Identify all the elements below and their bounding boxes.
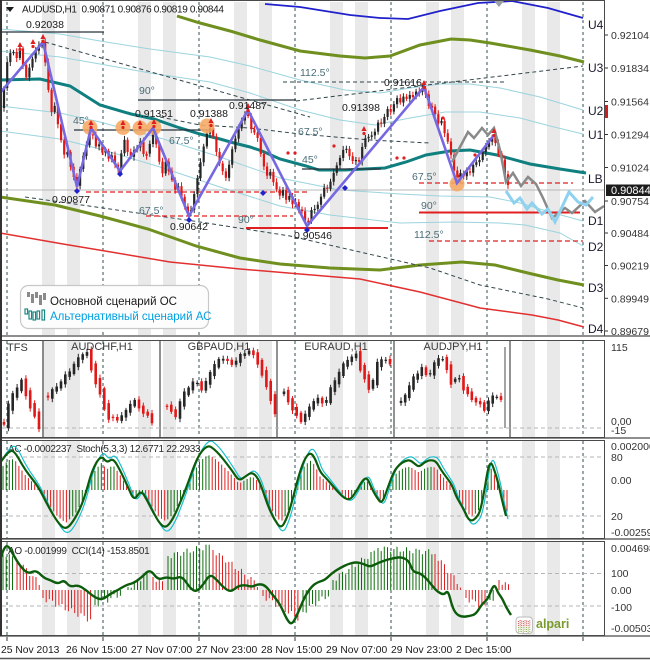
svg-text:AUDJPY,H1: AUDJPY,H1 — [423, 341, 482, 353]
svg-text:115: 115 — [611, 342, 628, 354]
svg-text:100: 100 — [611, 568, 629, 580]
svg-text:27 Nov 23:00: 27 Nov 23:00 — [196, 645, 258, 656]
svg-text:29 Nov 07:00: 29 Nov 07:00 — [326, 645, 388, 656]
svg-text:alpari: alpari — [536, 617, 569, 631]
svg-text:LB: LB — [588, 172, 603, 186]
svg-text:29 Nov 23:00: 29 Nov 23:00 — [391, 645, 453, 656]
svg-text:D4: D4 — [588, 322, 604, 336]
svg-text:0.90219: 0.90219 — [611, 261, 649, 273]
svg-text:0.002000: 0.002000 — [611, 441, 650, 453]
svg-text:112.5°: 112.5° — [414, 229, 444, 241]
svg-text:Альтернативный сценарий АС: Альтернативный сценарий АС — [50, 311, 211, 323]
svg-text:0.90877: 0.90877 — [52, 194, 90, 206]
svg-text:26 Nov 15:00: 26 Nov 15:00 — [66, 645, 128, 656]
svg-text:0.92038: 0.92038 — [26, 19, 64, 31]
svg-text:0.92104: 0.92104 — [611, 30, 649, 42]
svg-text:90°: 90° — [421, 200, 437, 212]
svg-text:TFS: TFS — [7, 342, 28, 354]
svg-text:0.91834: 0.91834 — [611, 63, 649, 75]
svg-text:0.90546: 0.90546 — [294, 230, 332, 242]
svg-text:U3: U3 — [588, 61, 604, 75]
svg-text:0.91487: 0.91487 — [229, 100, 267, 112]
svg-text:0.004698: 0.004698 — [611, 543, 650, 555]
svg-text:67.5°: 67.5° — [412, 171, 437, 183]
svg-text:0.89949: 0.89949 — [611, 293, 649, 305]
svg-text:67.5°: 67.5° — [169, 135, 194, 147]
svg-text:67.5°: 67.5° — [298, 126, 323, 138]
svg-text:0.00: 0.00 — [611, 475, 632, 487]
svg-text:0.90844: 0.90844 — [611, 185, 650, 197]
svg-text:-100: -100 — [611, 602, 632, 614]
svg-text:0.90484: 0.90484 — [611, 228, 649, 240]
svg-text:AC -0.0002237 Stoch(5,3,3) 12: AC -0.0002237 Stoch(5,3,3) 12.6771 22.29… — [8, 444, 201, 455]
svg-text:90°: 90° — [238, 214, 254, 226]
svg-text:2 Dec 15:00: 2 Dec 15:00 — [456, 645, 512, 656]
svg-text:0.91024: 0.91024 — [611, 163, 649, 175]
svg-text:Основной сценарий ОС: Основной сценарий ОС — [50, 296, 177, 308]
svg-text:0.91294: 0.91294 — [611, 130, 649, 142]
svg-text:0.90754: 0.90754 — [611, 196, 649, 208]
svg-text:AUDCHF,H1: AUDCHF,H1 — [71, 341, 133, 353]
svg-text:EURAUD,H1: EURAUD,H1 — [304, 341, 368, 353]
svg-text:AO -0.001999 CCI(14) -153.850: AO -0.001999 CCI(14) -153.8501 — [8, 546, 150, 557]
svg-text:80: 80 — [611, 452, 623, 464]
svg-text:-0.005037: -0.005037 — [611, 623, 650, 635]
svg-text:28 Nov 15:00: 28 Nov 15:00 — [261, 645, 323, 656]
svg-text:27 Nov 07:00: 27 Nov 07:00 — [131, 645, 193, 656]
svg-text:0.91564: 0.91564 — [611, 97, 649, 109]
svg-text:U4: U4 — [588, 18, 604, 32]
svg-text:0.91351: 0.91351 — [135, 108, 173, 120]
svg-text:0.00: 0.00 — [611, 585, 632, 597]
svg-text:-0.002597: -0.002597 — [611, 527, 650, 539]
svg-text:D2: D2 — [588, 240, 604, 254]
svg-text:U1: U1 — [588, 128, 604, 142]
svg-text:U2: U2 — [588, 104, 604, 118]
svg-text:45°: 45° — [302, 154, 318, 166]
svg-text:0.91616: 0.91616 — [384, 77, 422, 89]
svg-text:25 Nov 2013: 25 Nov 2013 — [1, 645, 60, 656]
svg-text:20: 20 — [611, 511, 623, 523]
svg-text:0.91398: 0.91398 — [342, 102, 380, 114]
svg-text:0.89679: 0.89679 — [611, 326, 649, 338]
svg-text:D3: D3 — [588, 281, 604, 295]
svg-text:90°: 90° — [139, 85, 155, 97]
svg-text:-15: -15 — [611, 425, 626, 437]
svg-text:0.90642: 0.90642 — [170, 221, 208, 233]
svg-text:GBPAUD,H1: GBPAUD,H1 — [188, 341, 251, 353]
svg-text:D1: D1 — [588, 214, 604, 228]
svg-text:112.5°: 112.5° — [300, 67, 330, 79]
svg-text:0.91388: 0.91388 — [190, 108, 228, 120]
svg-text:AUDUSD,H1 0.90871 0.90876 0.9: AUDUSD,H1 0.90871 0.90876 0.90819 0.9084… — [22, 5, 224, 16]
svg-text:0,00: 0,00 — [611, 416, 632, 428]
svg-text:45°: 45° — [73, 115, 89, 127]
svg-text:67.5°: 67.5° — [139, 205, 164, 217]
